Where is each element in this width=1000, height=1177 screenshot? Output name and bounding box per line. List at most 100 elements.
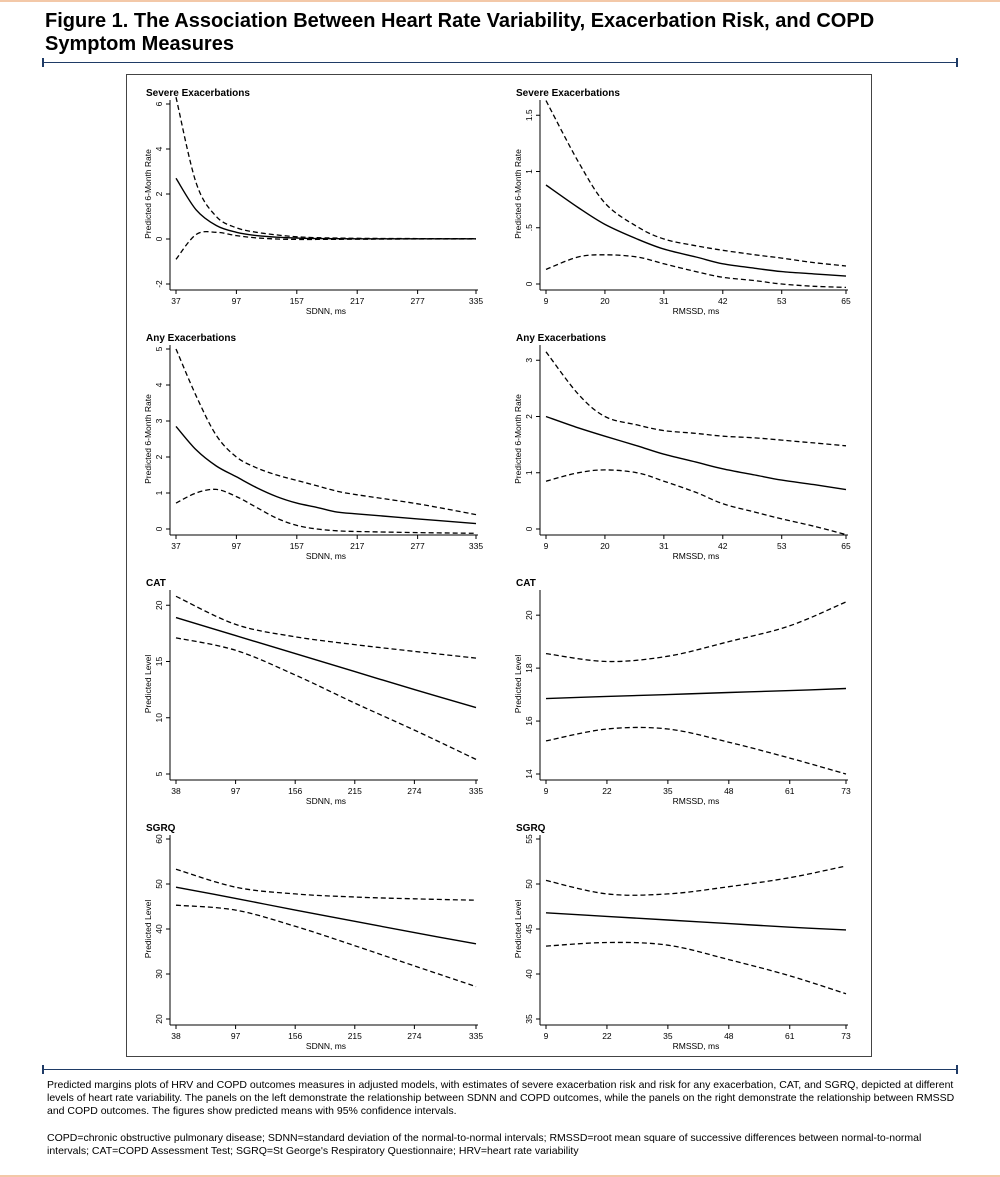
- x-tick-label: 53: [777, 541, 787, 551]
- panel-title: SGRQ: [516, 823, 546, 834]
- x-tick-label: 31: [659, 296, 669, 306]
- panel-title: Severe Exacerbations: [516, 88, 620, 99]
- y-tick-label: 1.5: [524, 109, 534, 121]
- y-tick-label: 5: [154, 771, 164, 776]
- y-axis-label: Predicted 6-Month Rate: [513, 394, 523, 484]
- x-axis-label: RMSSD, ms: [673, 1041, 720, 1051]
- ci-lower-line: [545, 254, 847, 289]
- x-tick-label: 217: [350, 541, 364, 551]
- estimate-line: [545, 415, 847, 491]
- x-axis-label: RMSSD, ms: [673, 796, 720, 806]
- ci-lower-line: [175, 488, 477, 534]
- estimate-line: [545, 912, 847, 931]
- x-tick-label: 335: [469, 1031, 483, 1041]
- caption-abbreviations: COPD=chronic obstructive pulmonary disea…: [47, 1132, 922, 1157]
- y-axis-label: Predicted Level: [143, 655, 153, 714]
- y-tick-label: 60: [154, 834, 164, 844]
- y-tick-label: 4: [154, 382, 164, 387]
- y-tick-label: 6: [154, 101, 164, 106]
- x-tick-label: 42: [718, 296, 728, 306]
- y-tick-label: 0: [524, 281, 534, 286]
- x-tick-label: 217: [350, 296, 364, 306]
- ci-lower-line: [545, 726, 847, 775]
- ci-upper-line: [175, 348, 477, 516]
- panel-title: Severe Exacerbations: [146, 88, 250, 99]
- x-tick-label: 73: [841, 786, 851, 796]
- x-tick-label: 65: [841, 296, 851, 306]
- x-tick-label: 9: [544, 1031, 549, 1041]
- predicted-margins-chart-grid: Severe Exacerbations -2 0 2 4 6 37 97 157 217 277 3…: [143, 88, 851, 1051]
- y-axis-label: Predicted Level: [513, 900, 523, 959]
- x-tick-label: 274: [407, 786, 421, 796]
- x-tick-label: 156: [288, 786, 302, 796]
- ci-lower-line: [175, 637, 477, 760]
- ci-upper-line: [545, 351, 847, 447]
- x-axis-label: SDNN, ms: [306, 796, 346, 806]
- estimate-line: [175, 425, 477, 525]
- ci-upper-line: [545, 865, 847, 896]
- x-tick-label: 35: [663, 786, 673, 796]
- x-tick-label: 274: [407, 1031, 421, 1041]
- x-axis-label: RMSSD, ms: [673, 551, 720, 561]
- x-tick-label: 277: [411, 541, 425, 551]
- y-axis-label: Predicted 6-Month Rate: [513, 149, 523, 239]
- ci-lower-line: [175, 230, 476, 260]
- x-tick-label: 38: [171, 786, 181, 796]
- panel-1: Severe Exacerbations -2 0 2 4 6 37 97 157 217 277 3…: [143, 88, 483, 316]
- ci-upper-line: [175, 868, 477, 901]
- x-tick-label: 215: [348, 1031, 362, 1041]
- y-tick-label: 14: [524, 769, 534, 779]
- ci-lower-line: [545, 469, 847, 536]
- y-axis-label: Predicted 6-Month Rate: [143, 149, 153, 239]
- x-tick-label: 37: [171, 541, 181, 551]
- x-axis-label: RMSSD, ms: [673, 306, 720, 316]
- y-axis-label: Predicted 6-Month Rate: [143, 394, 153, 484]
- panel-title: Any Exacerbations: [146, 333, 236, 344]
- y-tick-label: 0: [154, 236, 164, 241]
- y-tick-label: 20: [524, 610, 534, 620]
- y-tick-label: 40: [154, 924, 164, 934]
- x-tick-label: 335: [469, 786, 483, 796]
- chart-frame: [126, 74, 872, 1057]
- y-tick-label: 0: [524, 526, 534, 531]
- y-tick-label: -2: [154, 280, 164, 288]
- x-tick-label: 61: [785, 786, 795, 796]
- panel-title: CAT: [516, 578, 536, 589]
- panel-3: Any Exacerbations 0 1 2 3 4 5 37 97 157 217 277 335 S…: [143, 333, 483, 561]
- caption-paragraph-1: Predicted margins plots of HRV and COPD …: [47, 1079, 955, 1117]
- ci-upper-line: [545, 601, 847, 663]
- panel-title: SGRQ: [146, 823, 176, 834]
- y-axis-label: Predicted Level: [513, 655, 523, 714]
- y-tick-label: 50: [154, 879, 164, 889]
- ci-upper-line: [175, 595, 477, 659]
- y-tick-label: 5: [154, 346, 164, 351]
- estimate-line: [545, 687, 847, 700]
- x-axis-label: SDNN, ms: [306, 306, 346, 316]
- y-tick-label: 1: [154, 490, 164, 495]
- x-tick-label: 22: [602, 1031, 612, 1041]
- panel-4: Any Exacerbations 0 1 2 3 9 20 31 42 53 65 RMSSD, m…: [513, 333, 851, 561]
- x-tick-label: 277: [411, 296, 425, 306]
- x-tick-label: 42: [718, 541, 728, 551]
- y-tick-label: 0: [154, 526, 164, 531]
- x-tick-label: 156: [288, 1031, 302, 1041]
- estimate-line: [175, 616, 477, 709]
- x-tick-label: 65: [841, 541, 851, 551]
- figure-title: Figure 1. The Association Between Heart …: [45, 10, 875, 55]
- estimate-line: [545, 184, 847, 277]
- y-tick-label: 3: [154, 418, 164, 423]
- y-tick-label: 2: [154, 191, 164, 196]
- x-tick-label: 38: [171, 1031, 181, 1041]
- y-tick-label: 18: [524, 663, 534, 673]
- y-tick-label: 1: [524, 470, 534, 475]
- ci-lower-line: [545, 941, 847, 995]
- title-separator: [42, 58, 958, 67]
- panel-title: CAT: [146, 578, 166, 589]
- y-tick-label: 20: [154, 1014, 164, 1024]
- top-border: [0, 0, 1000, 2]
- x-tick-label: 35: [663, 1031, 673, 1041]
- y-tick-label: 35: [524, 1014, 534, 1024]
- x-tick-label: 9: [544, 541, 549, 551]
- y-tick-label: .5: [524, 224, 534, 231]
- y-tick-label: 45: [524, 924, 534, 934]
